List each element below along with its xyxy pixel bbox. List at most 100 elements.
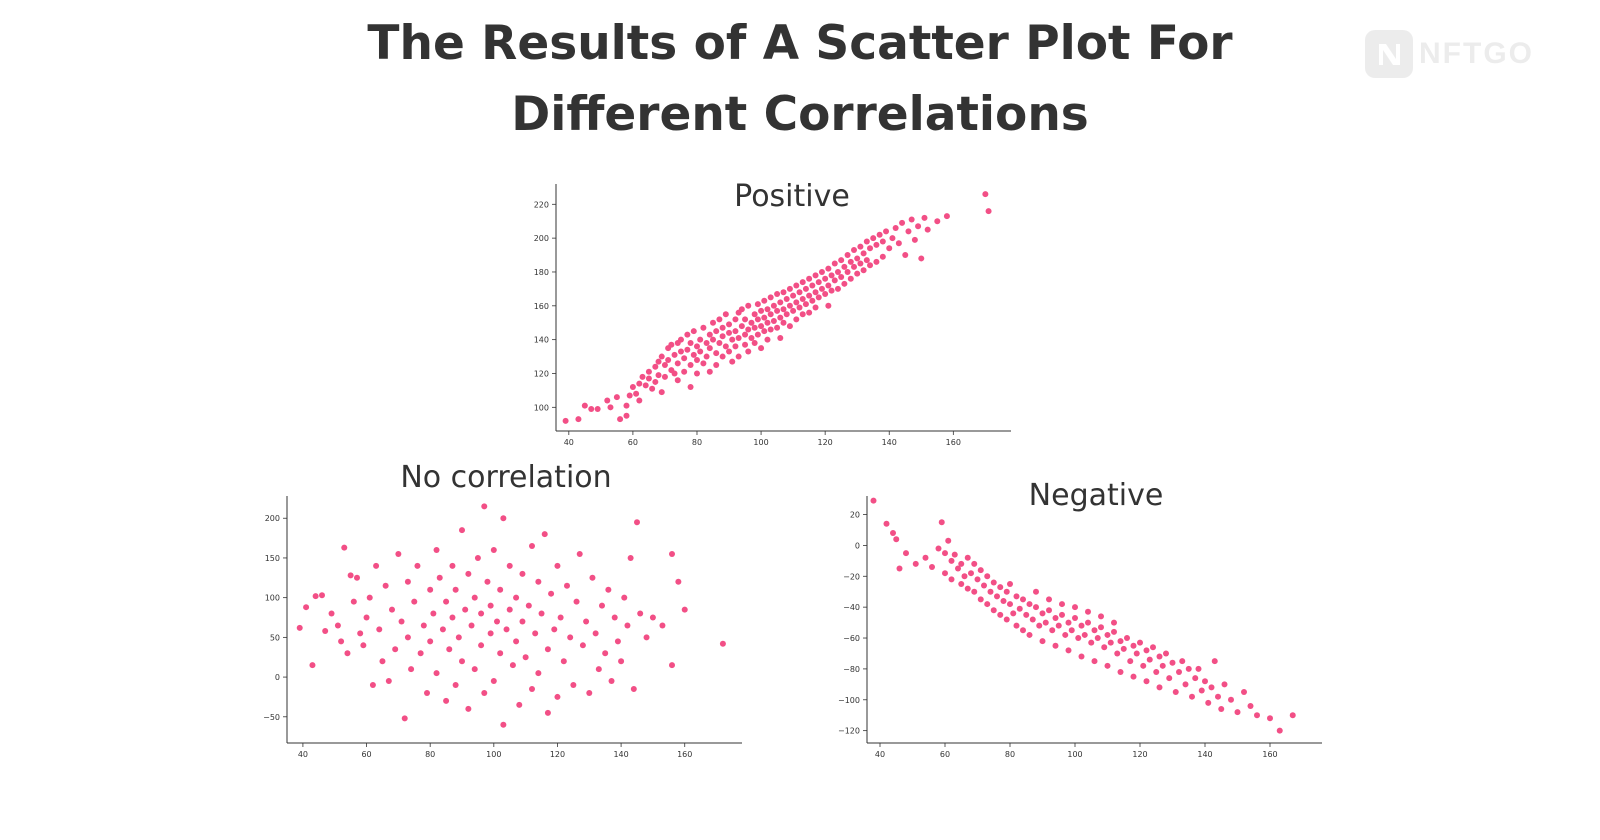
data-point-negative — [1176, 668, 1182, 675]
data-point-negative — [1205, 699, 1212, 706]
data-point-no-correlation — [344, 650, 351, 657]
data-point-positive — [812, 272, 819, 279]
data-point-no-correlation — [529, 685, 535, 692]
data-point-negative — [1133, 650, 1140, 657]
data-point-positive — [841, 263, 848, 270]
data-point-negative — [997, 611, 1004, 618]
x-tick-label-no-correlation: 140 — [613, 750, 628, 759]
data-point-negative — [1127, 658, 1134, 665]
data-point-positive — [767, 311, 774, 318]
data-point-no-correlation — [487, 602, 494, 609]
y-tick-label-positive: 160 — [534, 302, 549, 311]
data-point-positive — [677, 348, 684, 355]
data-point-negative — [938, 519, 945, 526]
data-point-positive — [825, 302, 832, 309]
data-point-positive — [735, 353, 742, 360]
data-point-negative — [1039, 610, 1046, 617]
data-point-no-correlation — [360, 642, 367, 649]
y-tick-label-positive: 140 — [534, 336, 549, 345]
data-point-negative — [1020, 627, 1026, 634]
data-point-positive — [677, 336, 684, 343]
data-point-positive — [594, 406, 601, 413]
data-point-positive — [700, 324, 707, 331]
data-point-negative — [1098, 613, 1104, 620]
data-point-positive — [719, 353, 726, 360]
x-tick-label-no-correlation: 60 — [361, 750, 371, 759]
data-point-negative — [1000, 597, 1007, 604]
data-point-negative — [1189, 693, 1195, 700]
data-point-negative — [1289, 712, 1296, 719]
x-tick-label-no-correlation: 160 — [677, 750, 692, 759]
data-point-no-correlation — [433, 547, 440, 554]
data-point-no-correlation — [404, 578, 411, 585]
data-point-negative — [1198, 687, 1205, 694]
data-point-no-correlation — [430, 610, 437, 617]
data-point-negative — [1078, 653, 1085, 660]
data-point-negative — [961, 573, 968, 580]
data-point-negative — [1052, 614, 1059, 621]
data-point-positive — [649, 385, 656, 392]
data-point-no-correlation — [490, 547, 497, 554]
data-point-no-correlation — [334, 622, 341, 629]
data-point-positive — [674, 377, 681, 384]
data-point-no-correlation — [544, 646, 551, 653]
data-point-no-correlation — [573, 598, 580, 605]
data-point-no-correlation — [681, 606, 688, 613]
data-point-positive — [889, 235, 896, 242]
data-point-negative — [1007, 580, 1013, 587]
y-tick-label-no-correlation: −50 — [263, 713, 280, 722]
data-point-negative — [1052, 642, 1059, 649]
data-point-positive — [863, 238, 870, 245]
data-point-no-correlation — [509, 662, 516, 669]
data-point-positive — [806, 309, 813, 316]
data-point-negative — [1098, 624, 1104, 631]
data-point-positive — [758, 323, 765, 330]
data-point-no-correlation — [427, 638, 434, 645]
data-point-negative — [1023, 611, 1030, 618]
data-point-negative — [1059, 611, 1065, 618]
data-point-no-correlation — [560, 658, 567, 665]
data-point-negative — [945, 537, 952, 544]
data-point-no-correlation — [630, 685, 637, 692]
data-point-positive — [899, 219, 906, 226]
data-point-negative — [1078, 622, 1085, 629]
data-point-positive — [617, 416, 624, 423]
data-point-no-correlation — [382, 582, 389, 589]
data-point-no-correlation — [462, 606, 469, 613]
data-point-positive — [732, 328, 739, 335]
data-point-negative — [1013, 622, 1020, 629]
data-point-no-correlation — [611, 614, 618, 621]
data-point-no-correlation — [478, 610, 485, 617]
data-point-negative — [1234, 709, 1241, 716]
x-tick-label-positive: 40 — [564, 438, 574, 447]
data-point-negative — [1016, 605, 1023, 612]
data-point-no-correlation — [589, 574, 596, 581]
data-point-no-correlation — [586, 689, 593, 696]
data-point-negative — [1007, 601, 1013, 608]
data-point-negative — [1254, 712, 1260, 719]
data-point-negative — [1192, 675, 1199, 682]
x-tick-label-negative: 120 — [1132, 750, 1147, 759]
data-point-positive — [828, 272, 835, 279]
data-point-positive — [754, 301, 761, 308]
data-point-negative — [958, 560, 965, 567]
data-point-no-correlation — [312, 593, 319, 600]
data-point-positive — [693, 356, 700, 363]
data-point-positive — [742, 331, 749, 338]
data-point-negative — [1081, 631, 1088, 638]
data-point-negative — [1150, 644, 1156, 651]
data-point-positive — [588, 406, 595, 413]
data-point-positive — [623, 402, 630, 409]
data-point-positive — [652, 378, 659, 385]
data-point-negative — [977, 567, 984, 574]
data-point-positive — [841, 280, 848, 287]
data-point-no-correlation — [455, 634, 462, 641]
data-point-positive — [713, 350, 720, 357]
data-point-negative — [1111, 628, 1117, 635]
data-point-positive — [876, 231, 883, 238]
data-point-positive — [902, 252, 909, 259]
data-point-no-correlation — [605, 586, 612, 593]
data-point-no-correlation — [363, 614, 370, 621]
data-point-negative — [1055, 622, 1062, 629]
data-point-no-correlation — [373, 562, 380, 569]
